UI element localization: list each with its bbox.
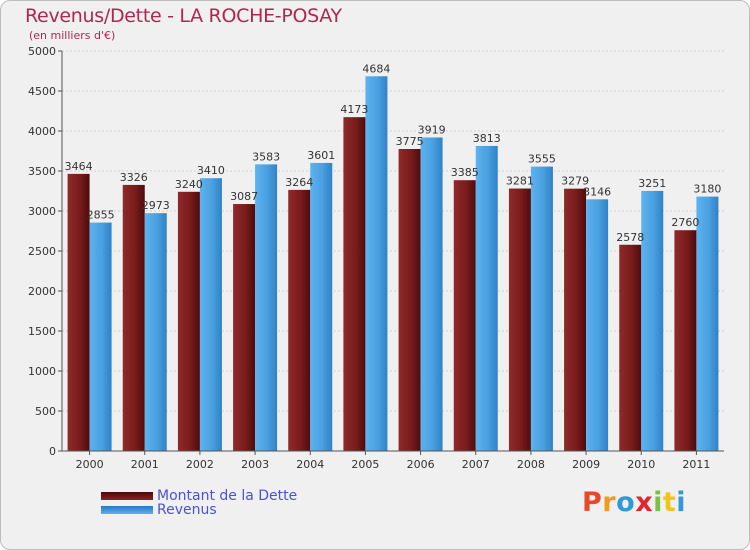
data-label-revenus: 3601	[307, 149, 335, 162]
x-tick-label: 2005	[351, 458, 379, 471]
bar-revenus	[89, 222, 112, 451]
data-label-revenus: 3919	[418, 123, 446, 136]
y-tick-label: 3000	[28, 205, 56, 218]
bar-revenus	[530, 166, 553, 451]
y-tick-label: 2500	[28, 245, 56, 258]
y-tick-label: 1500	[28, 325, 56, 338]
data-label-dette: 3264	[285, 176, 313, 189]
data-label-revenus: 3180	[693, 183, 721, 196]
y-tick-label: 3500	[28, 165, 56, 178]
data-label-dette: 3087	[230, 190, 258, 203]
bar-revenus	[696, 196, 719, 451]
bar-revenus	[255, 164, 278, 452]
x-tick-label: 2003	[241, 458, 269, 471]
chart-subtitle: (en milliers d'€)	[29, 29, 116, 42]
data-label-revenus: 3555	[528, 153, 556, 166]
bar-dette	[398, 149, 421, 451]
data-label-revenus: 3813	[473, 132, 501, 145]
x-tick-label: 2002	[186, 458, 214, 471]
x-tick-label: 2001	[131, 458, 159, 471]
bar-dette	[619, 244, 642, 451]
bar-dette	[233, 204, 256, 451]
logo-letter: P	[582, 487, 603, 518]
x-tick-label: 2011	[682, 458, 710, 471]
data-label-dette: 3464	[65, 160, 93, 173]
proxiti-logo: Proxiti	[582, 487, 686, 518]
data-label-revenus: 3410	[197, 164, 225, 177]
bar-revenus	[310, 162, 333, 452]
bar-dette	[508, 188, 531, 451]
x-tick-label: 2006	[407, 458, 435, 471]
data-label-dette: 2578	[616, 231, 644, 244]
bar-revenus	[475, 145, 498, 451]
y-tick-label: 2000	[28, 285, 56, 298]
x-tick-label: 2008	[517, 458, 545, 471]
legend-item-dette: Montant de la Dette	[101, 488, 298, 504]
data-label-dette: 3281	[506, 175, 534, 188]
data-label-revenus: 2855	[87, 209, 115, 222]
y-tick-label: 4000	[28, 125, 56, 138]
bar-revenus	[420, 137, 443, 452]
bar-dette	[564, 188, 587, 451]
bar-dette	[288, 189, 311, 451]
bar-dette	[343, 117, 366, 451]
y-tick-label: 500	[35, 405, 56, 418]
legend-swatch-revenus	[101, 506, 153, 514]
data-label-revenus: 3583	[252, 150, 280, 163]
bar-revenus	[199, 178, 222, 451]
legend-swatch-dette	[101, 492, 153, 500]
bar-dette	[674, 230, 697, 451]
bar-revenus	[365, 76, 388, 451]
logo-letter: x	[635, 487, 654, 518]
data-label-dette: 3240	[175, 178, 203, 191]
legend-label-dette: Montant de la Dette	[157, 488, 298, 504]
bar-revenus	[641, 190, 664, 452]
legend-item-revenus: Revenus	[101, 502, 217, 518]
x-tick-label: 2000	[76, 458, 104, 471]
data-label-dette: 3279	[561, 175, 589, 188]
plot-area	[62, 51, 724, 451]
y-tick-label: 4500	[28, 85, 56, 98]
x-tick-label: 2004	[296, 458, 324, 471]
data-label-revenus: 3146	[583, 185, 611, 198]
logo-letter: r	[602, 487, 617, 518]
bar-dette	[122, 184, 145, 452]
data-label-revenus: 4684	[362, 62, 390, 75]
data-label-dette: 3385	[451, 166, 479, 179]
logo-letter: i	[653, 487, 663, 518]
data-label-dette: 3775	[396, 135, 424, 148]
bar-revenus	[144, 213, 167, 451]
logo-letter: i	[676, 487, 687, 518]
data-label-dette: 2760	[671, 216, 699, 229]
x-tick-label: 2010	[627, 458, 655, 471]
y-tick-label: 0	[49, 445, 56, 458]
chart-title: Revenus/Dette - LA ROCHE-POSAY	[25, 5, 342, 27]
y-tick-label: 5000	[28, 45, 56, 58]
data-label-revenus: 3251	[638, 177, 666, 190]
bar-revenus	[586, 199, 609, 451]
bar-dette	[177, 191, 200, 452]
data-label-revenus: 2973	[142, 199, 170, 212]
x-tick-label: 2009	[572, 458, 600, 471]
data-label-dette: 3326	[120, 171, 148, 184]
logo-letter: t	[662, 487, 677, 518]
bar-dette	[67, 173, 90, 451]
x-tick-label: 2007	[462, 458, 490, 471]
logo-letter: o	[616, 487, 636, 518]
legend-label-revenus: Revenus	[157, 502, 217, 518]
y-tick-label: 1000	[28, 365, 56, 378]
bar-dette	[453, 180, 476, 451]
data-label-dette: 4173	[340, 103, 368, 116]
